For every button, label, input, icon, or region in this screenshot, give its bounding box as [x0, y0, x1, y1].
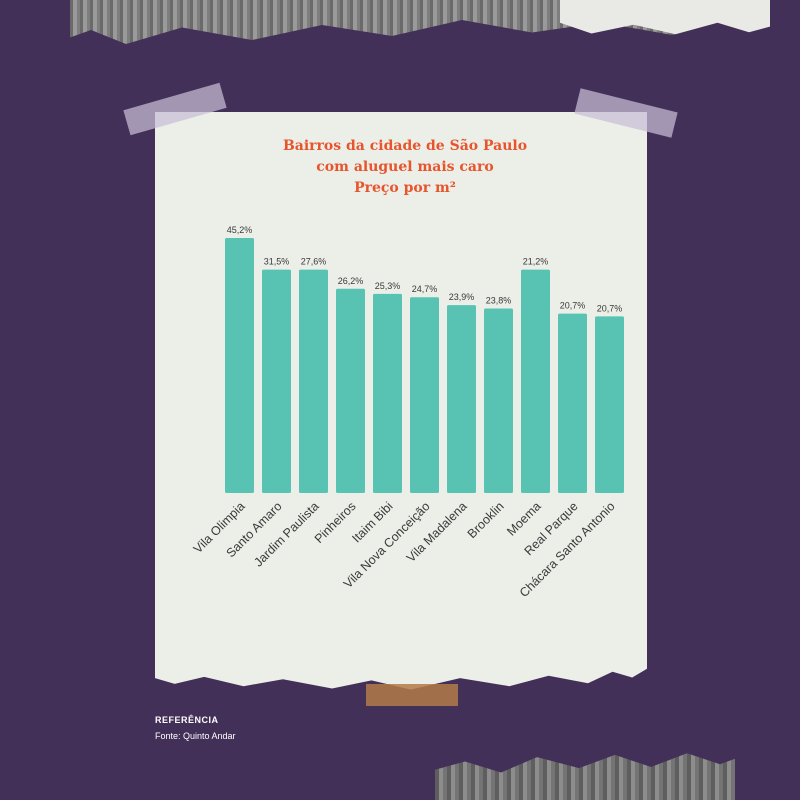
chart-subtitle: Preço por m²: [354, 180, 456, 196]
data-label-10: 20,7%: [597, 303, 623, 313]
data-label-0: 45,2%: [227, 225, 253, 235]
chart-title-line2: com aluguel mais caro: [316, 159, 494, 175]
category-label-7: Brooklin: [465, 499, 507, 541]
bar-0: [225, 238, 254, 493]
chart-title-block: Bairros da cidade de São Paulo com alugu…: [155, 136, 655, 199]
source-text: Fonte: Quinto Andar: [155, 731, 236, 741]
data-label-4: 25,3%: [375, 281, 401, 291]
bar-4: [373, 293, 402, 493]
bar-1: [262, 269, 291, 493]
data-label-8: 21,2%: [523, 257, 549, 267]
footer: REFERÊNCIA Fonte: Quinto Andar: [155, 715, 236, 741]
bar-2: [299, 269, 328, 493]
bar-8: [521, 269, 550, 493]
tape-bottom: [366, 684, 458, 706]
data-label-7: 23,8%: [486, 296, 512, 306]
bar-9: [558, 313, 587, 493]
bar-5: [410, 297, 439, 493]
data-label-5: 24,7%: [412, 284, 438, 294]
bar-7: [484, 308, 513, 493]
chart-title: Bairros da cidade de São Paulo: [282, 138, 528, 154]
data-label-1: 31,5%: [264, 257, 290, 267]
data-label-9: 20,7%: [560, 301, 586, 311]
data-label-3: 26,2%: [338, 276, 364, 286]
bar-3: [336, 288, 365, 493]
bar-6: [447, 305, 476, 493]
reference-label: REFERÊNCIA: [155, 715, 219, 725]
data-label-6: 23,9%: [449, 292, 475, 302]
data-label-2: 27,6%: [301, 257, 327, 267]
bar-10: [595, 316, 624, 493]
category-label-2: Jardim Paulista: [251, 499, 321, 569]
